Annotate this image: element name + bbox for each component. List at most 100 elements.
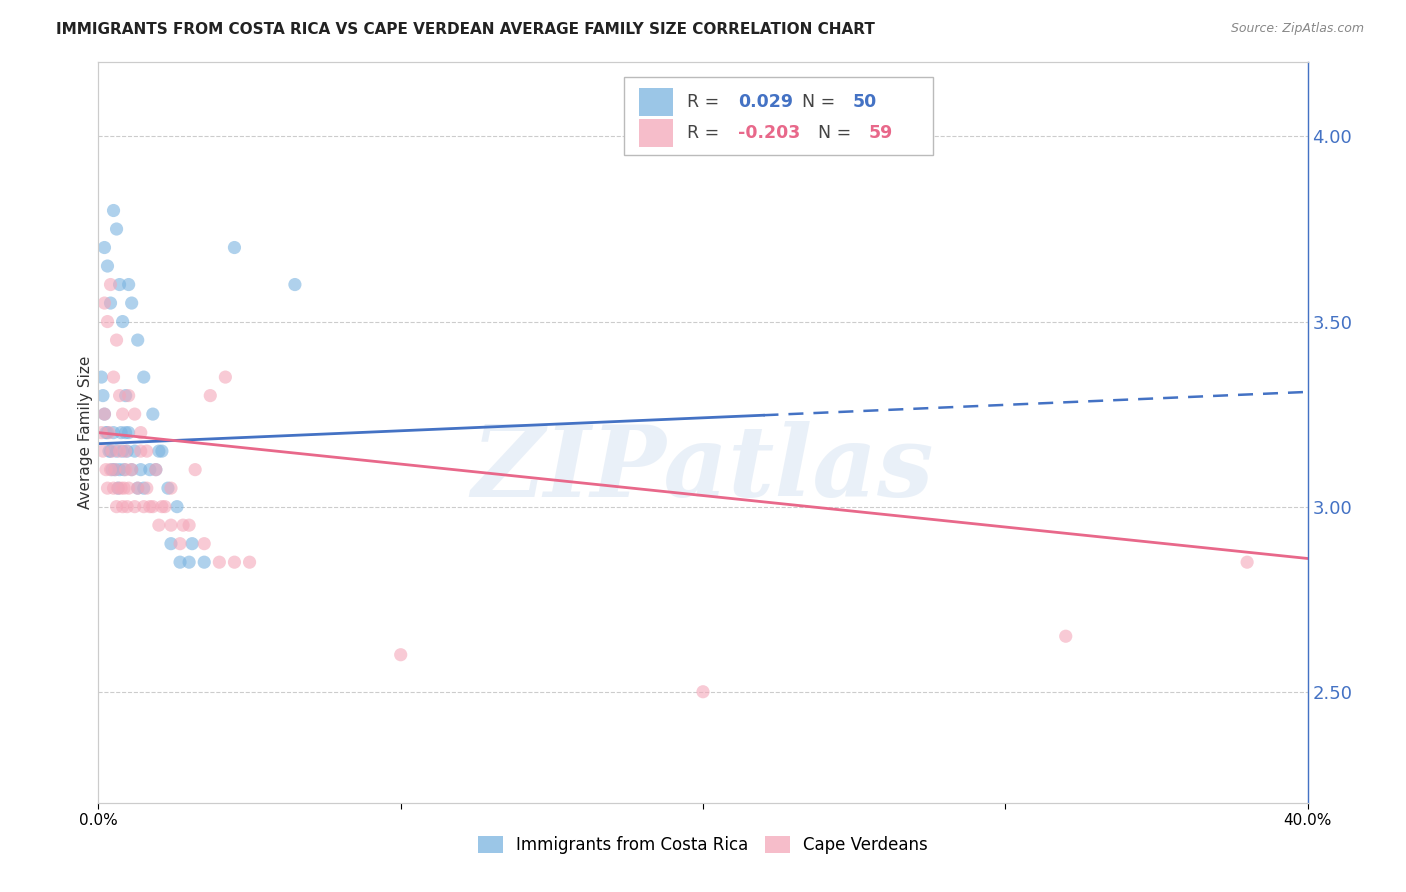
- Point: [98, 425, 121, 440]
- Point: [129, 444, 152, 458]
- Point: [129, 462, 152, 476]
- Point: [93, 407, 115, 421]
- Text: R =: R =: [688, 124, 725, 142]
- Point: [105, 444, 128, 458]
- Point: [100, 462, 122, 476]
- Point: [142, 500, 165, 514]
- Point: [93, 407, 115, 421]
- Point: [96, 425, 118, 440]
- Point: [111, 500, 134, 514]
- Point: [179, 555, 201, 569]
- Point: [150, 444, 173, 458]
- Point: [111, 444, 134, 458]
- Point: [96, 481, 118, 495]
- Point: [1054, 629, 1077, 643]
- Point: [110, 481, 132, 495]
- Point: [114, 444, 136, 458]
- Point: [150, 500, 173, 514]
- Point: [156, 481, 179, 495]
- Point: [193, 537, 215, 551]
- Point: [90, 370, 112, 384]
- Text: N =: N =: [803, 93, 841, 112]
- Point: [148, 518, 170, 533]
- Y-axis label: Average Family Size: Average Family Size: [77, 356, 93, 509]
- Point: [166, 500, 188, 514]
- Point: [135, 481, 157, 495]
- Point: [98, 444, 121, 458]
- Point: [100, 277, 122, 292]
- Point: [139, 462, 162, 476]
- Point: [124, 444, 146, 458]
- Point: [181, 537, 204, 551]
- Point: [105, 333, 128, 347]
- Point: [239, 555, 262, 569]
- Point: [160, 481, 183, 495]
- Point: [127, 481, 149, 495]
- Point: [96, 259, 118, 273]
- Text: R =: R =: [688, 93, 725, 112]
- Point: [114, 389, 136, 403]
- Point: [132, 481, 155, 495]
- Text: N =: N =: [818, 124, 856, 142]
- Point: [160, 537, 183, 551]
- Text: 0.029: 0.029: [738, 93, 793, 112]
- Point: [93, 240, 115, 254]
- Point: [107, 481, 129, 495]
- Point: [224, 240, 246, 254]
- Point: [692, 685, 714, 699]
- Point: [103, 481, 125, 495]
- FancyBboxPatch shape: [638, 88, 673, 116]
- Point: [104, 462, 127, 476]
- Point: [172, 518, 194, 533]
- Point: [148, 444, 170, 458]
- Point: [132, 500, 155, 514]
- Point: [91, 444, 114, 458]
- Point: [108, 277, 131, 292]
- Point: [132, 370, 155, 384]
- Point: [121, 462, 143, 476]
- FancyBboxPatch shape: [624, 78, 932, 155]
- Point: [90, 425, 112, 440]
- Point: [145, 462, 167, 476]
- Point: [169, 537, 191, 551]
- Point: [184, 462, 207, 476]
- Point: [107, 481, 129, 495]
- Point: [94, 462, 117, 476]
- Text: ZIPatlas: ZIPatlas: [472, 421, 934, 518]
- Point: [121, 296, 143, 310]
- Point: [169, 555, 191, 569]
- Text: Source: ZipAtlas.com: Source: ZipAtlas.com: [1230, 22, 1364, 36]
- Point: [103, 425, 125, 440]
- Point: [124, 500, 146, 514]
- Point: [389, 648, 412, 662]
- Point: [127, 333, 149, 347]
- Point: [139, 500, 162, 514]
- Point: [111, 315, 134, 329]
- Point: [108, 462, 131, 476]
- Legend: Immigrants from Costa Rica, Cape Verdeans: Immigrants from Costa Rica, Cape Verdean…: [471, 830, 935, 861]
- Point: [105, 222, 128, 236]
- Point: [104, 462, 127, 476]
- Point: [118, 481, 141, 495]
- Point: [142, 407, 165, 421]
- Point: [284, 277, 307, 292]
- Point: [153, 500, 176, 514]
- Point: [100, 444, 122, 458]
- Text: 59: 59: [869, 124, 893, 142]
- Point: [108, 444, 131, 458]
- Point: [112, 462, 135, 476]
- Point: [93, 296, 115, 310]
- Point: [101, 462, 124, 476]
- Point: [118, 389, 141, 403]
- Point: [101, 444, 124, 458]
- Text: IMMIGRANTS FROM COSTA RICA VS CAPE VERDEAN AVERAGE FAMILY SIZE CORRELATION CHART: IMMIGRANTS FROM COSTA RICA VS CAPE VERDE…: [56, 22, 875, 37]
- Point: [135, 444, 157, 458]
- Point: [118, 277, 141, 292]
- Point: [115, 500, 138, 514]
- Point: [1236, 555, 1258, 569]
- Point: [103, 203, 125, 218]
- Point: [115, 444, 138, 458]
- Point: [193, 555, 215, 569]
- Point: [208, 555, 231, 569]
- Point: [129, 425, 152, 440]
